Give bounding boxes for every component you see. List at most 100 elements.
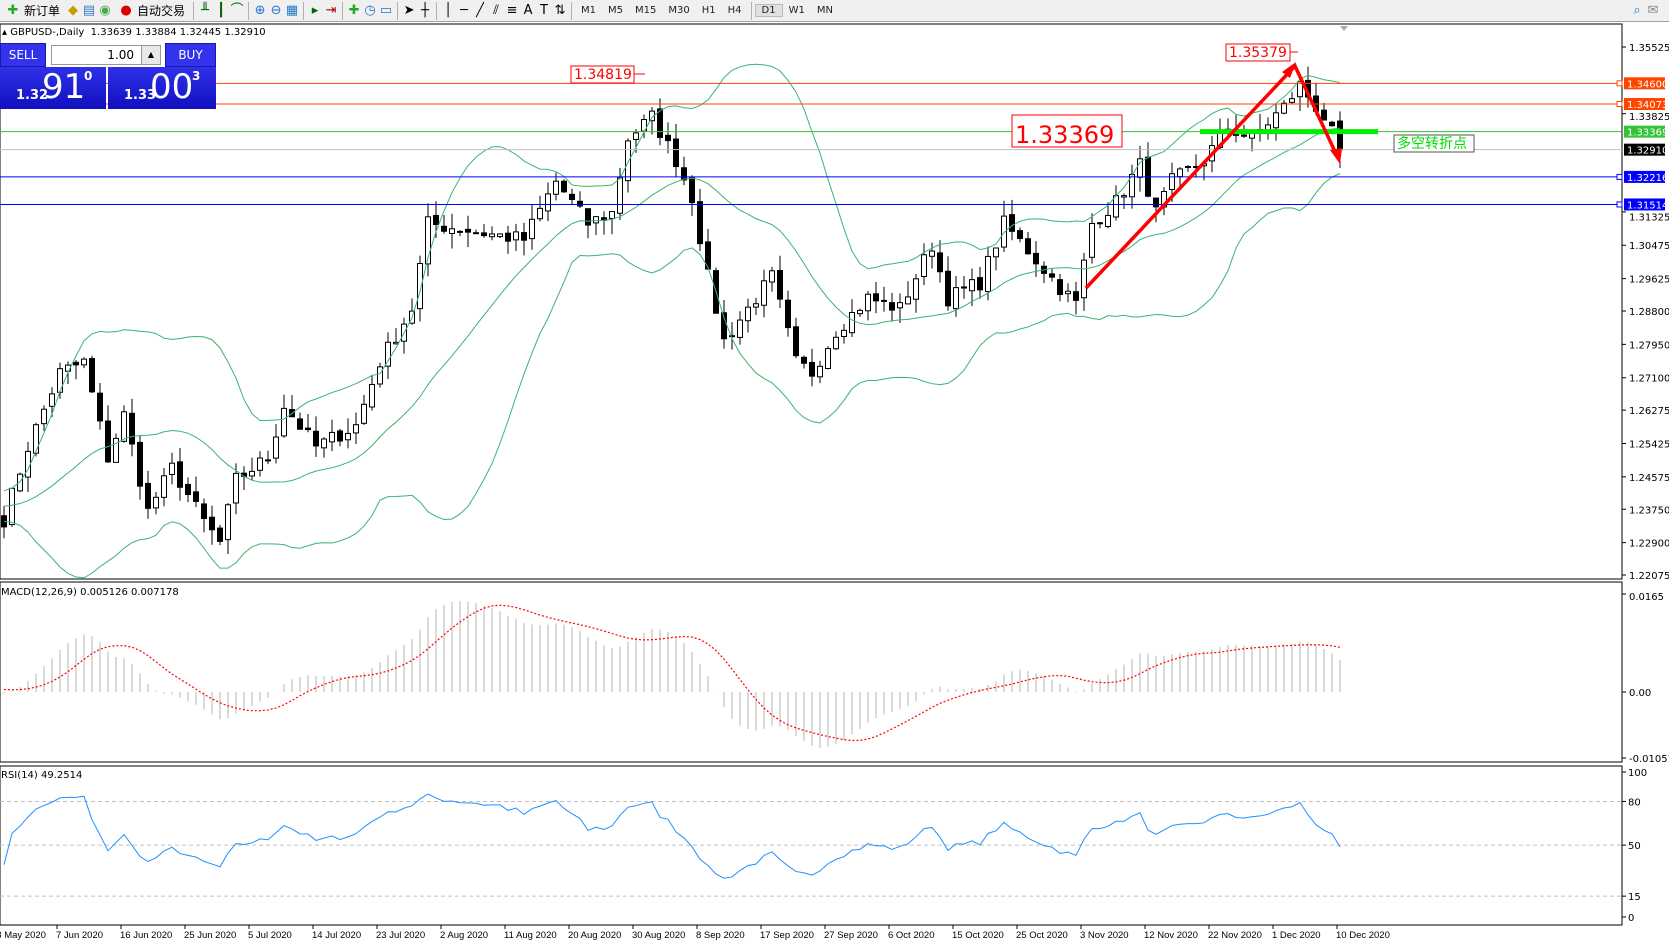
timeframe-mn[interactable]: MN	[816, 5, 833, 16]
tile-windows-icon[interactable]: ▦	[285, 2, 299, 18]
candle	[361, 394, 367, 425]
templates-icon[interactable]: ▭	[379, 2, 393, 18]
bid-price-button[interactable]: 1.32 91 0	[0, 67, 106, 109]
candlestick-icon[interactable]: ┃	[217, 2, 225, 18]
timeframe-m5[interactable]: M5	[608, 5, 624, 16]
timeframe-d1[interactable]: D1	[754, 4, 783, 17]
separator	[571, 1, 573, 20]
candle-body	[441, 225, 447, 232]
crosshair-icon[interactable]: ┼	[421, 2, 429, 18]
timeframe-h1[interactable]: H1	[701, 5, 716, 16]
candle	[657, 98, 663, 146]
fibonacci-icon[interactable]: ≡	[506, 2, 518, 18]
cursor-icon[interactable]: ➤	[403, 2, 415, 18]
candle-body	[97, 392, 103, 422]
vertical-line-icon[interactable]: │	[444, 2, 452, 18]
timeframe-w1[interactable]: W1	[788, 5, 805, 16]
bar-chart-icon[interactable]: ╨	[201, 2, 209, 18]
candle-body	[577, 200, 583, 207]
zoom-out-icon[interactable]: ⊖	[270, 2, 282, 18]
chart-canvas[interactable]: 1.346001.340731.333691.329101.322161.315…	[0, 22, 1669, 940]
candle	[1121, 193, 1127, 209]
candle	[1137, 145, 1143, 192]
candle	[961, 276, 967, 299]
chat-icon[interactable]: ✉	[1647, 2, 1659, 18]
candle	[129, 398, 135, 457]
candle	[153, 491, 159, 515]
candle-body	[1033, 252, 1039, 265]
ask-price-button[interactable]: 1.33 00 3	[108, 67, 216, 109]
timeframe-m1[interactable]: M1	[581, 5, 597, 16]
lots-input[interactable]: 1.00	[51, 45, 161, 65]
candle-body	[881, 299, 887, 302]
trendline-icon[interactable]: ╱	[476, 2, 484, 18]
market-watch-icon[interactable]: ▤	[82, 2, 96, 18]
timeframe-m15[interactable]: M15	[635, 5, 657, 16]
candle	[225, 503, 231, 555]
candle-body	[1241, 134, 1247, 137]
auto-scroll-icon[interactable]: ▸	[311, 2, 319, 18]
candle	[673, 123, 679, 178]
candle	[41, 405, 47, 431]
auto-trading-button[interactable]: ● 自动交易	[113, 1, 190, 21]
pivot-label-box	[1011, 114, 1123, 148]
lots-increase-button[interactable]: ▲	[141, 45, 161, 65]
new-order-button[interactable]: ✚ 新订单	[0, 1, 65, 21]
line-chart-icon[interactable]: ⌒	[230, 2, 244, 18]
history-icon[interactable]: ◆	[68, 2, 79, 18]
buy-button[interactable]: BUY	[165, 43, 216, 67]
pivot-note-box	[1393, 134, 1475, 153]
timeframe-m30[interactable]: M30	[668, 5, 690, 16]
signals-icon[interactable]: ◉	[99, 2, 111, 18]
candle-body	[193, 491, 199, 502]
candle-body	[849, 312, 855, 334]
candle	[89, 355, 95, 394]
ask-prefix: 1.33	[124, 88, 157, 103]
candles	[1, 66, 1343, 555]
candle	[241, 466, 247, 491]
sell-button[interactable]: SELL	[0, 43, 46, 67]
candle-body	[1025, 238, 1031, 255]
candle	[49, 387, 55, 417]
candle-body	[185, 483, 191, 496]
candle-body	[217, 527, 223, 542]
candle	[921, 243, 927, 286]
symbol-name: GBPUSD-,Daily	[10, 27, 85, 38]
candle-body	[737, 319, 743, 338]
chart-shift-icon[interactable]: ⇥	[325, 2, 337, 18]
candle-body	[617, 177, 623, 214]
candle	[561, 179, 567, 193]
horizontal-line-icon[interactable]: ─	[460, 2, 468, 18]
rsi-tick-label: 100	[1628, 768, 1647, 779]
candle-body	[145, 482, 151, 509]
periods-icon[interactable]: ◷	[364, 2, 376, 18]
candle-body	[201, 503, 207, 519]
candle	[793, 317, 799, 359]
candle-body	[41, 408, 47, 425]
candle	[81, 357, 87, 369]
candle-body	[105, 420, 111, 463]
text-icon[interactable]: A	[523, 2, 533, 18]
candle	[121, 405, 127, 443]
candle	[1081, 252, 1087, 311]
candle	[1001, 200, 1007, 252]
candle-body	[1081, 259, 1087, 299]
level-handle	[1616, 80, 1623, 87]
text-label-icon[interactable]: T	[540, 2, 548, 18]
date-label: 11 Aug 2020	[504, 930, 557, 940]
candle-body	[1121, 195, 1127, 198]
candle	[865, 291, 871, 321]
timeframe-h4[interactable]: H4	[727, 5, 742, 16]
indicators-icon[interactable]: ✚	[348, 2, 360, 18]
zoom-in-icon[interactable]: ⊕	[254, 2, 266, 18]
candle	[481, 224, 487, 238]
candle-body	[57, 368, 63, 393]
equidistant-channel-icon[interactable]: ⫽	[493, 2, 499, 18]
candle-body	[857, 309, 863, 315]
arrows-icon[interactable]: ⇅	[554, 2, 566, 18]
search-icon[interactable]: ⌕	[1633, 2, 1641, 18]
price-tick-label: 1.29625	[1629, 275, 1669, 286]
candle-body	[425, 216, 431, 265]
arrow-head-icon	[1330, 148, 1342, 164]
chart-window[interactable]: 1.34600 1.34073 1.33369 1.32910 1.32216 1.315…	[0, 22, 1669, 940]
